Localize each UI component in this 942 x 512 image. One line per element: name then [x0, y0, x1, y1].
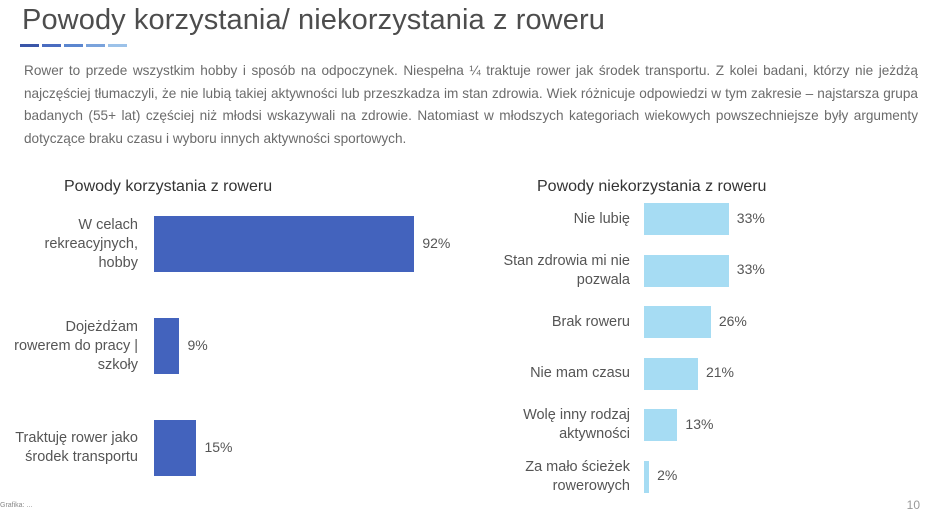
value-label: 33% [736, 261, 765, 277]
bar [644, 460, 650, 493]
category-label: Brak roweru [551, 313, 630, 330]
title-underline-segment [86, 44, 105, 47]
footer-source: Grafika: ... [0, 502, 33, 509]
value-label: 26% [718, 312, 747, 329]
value-label: 21% [705, 364, 734, 380]
bar [644, 203, 729, 235]
value-label: 33% [736, 209, 765, 226]
category-label: Traktuję rower jako środek transportu [15, 430, 138, 465]
value-label: 2% [657, 467, 678, 483]
title-underline-segment [64, 44, 83, 47]
chart-title: Powody niekorzystania z roweru [537, 178, 767, 195]
bar [644, 306, 711, 338]
title-underline-segment [20, 44, 39, 47]
bar [154, 216, 415, 272]
page-number: 10 [906, 498, 920, 512]
bar [154, 420, 197, 476]
value-label: 15% [204, 438, 233, 455]
category-label: Stan zdrowia mi nie pozwala [503, 252, 630, 288]
category-label: Nie lubię [573, 210, 630, 227]
intro-paragraph: Rower to przede wszystkim hobby i sposób… [24, 63, 918, 146]
value-label: 9% [187, 336, 208, 353]
bar [644, 409, 678, 441]
title-underline-segment [42, 44, 61, 47]
category-label: Dojeżdżam rowerem do pracy | szkoły [14, 318, 138, 373]
value-label: 13% [685, 415, 714, 432]
chart-title: Powody korzystania z roweru [64, 178, 273, 195]
value-label: 92% [422, 234, 451, 251]
bar [644, 357, 698, 390]
category-label: W celach rekreacyjnych, hobby [44, 216, 138, 271]
title-underline-segment [108, 44, 127, 47]
category-label: Wolę inny rodzaj aktywności [523, 407, 630, 442]
page-title: Powody korzystania/ niekorzystania z row… [22, 4, 605, 36]
category-label: Za mało ścieżek rowerowych [525, 458, 630, 494]
bar [154, 318, 180, 374]
title-underline [20, 44, 127, 47]
category-label: Nie mam czasu [530, 365, 630, 381]
bar [644, 254, 729, 287]
